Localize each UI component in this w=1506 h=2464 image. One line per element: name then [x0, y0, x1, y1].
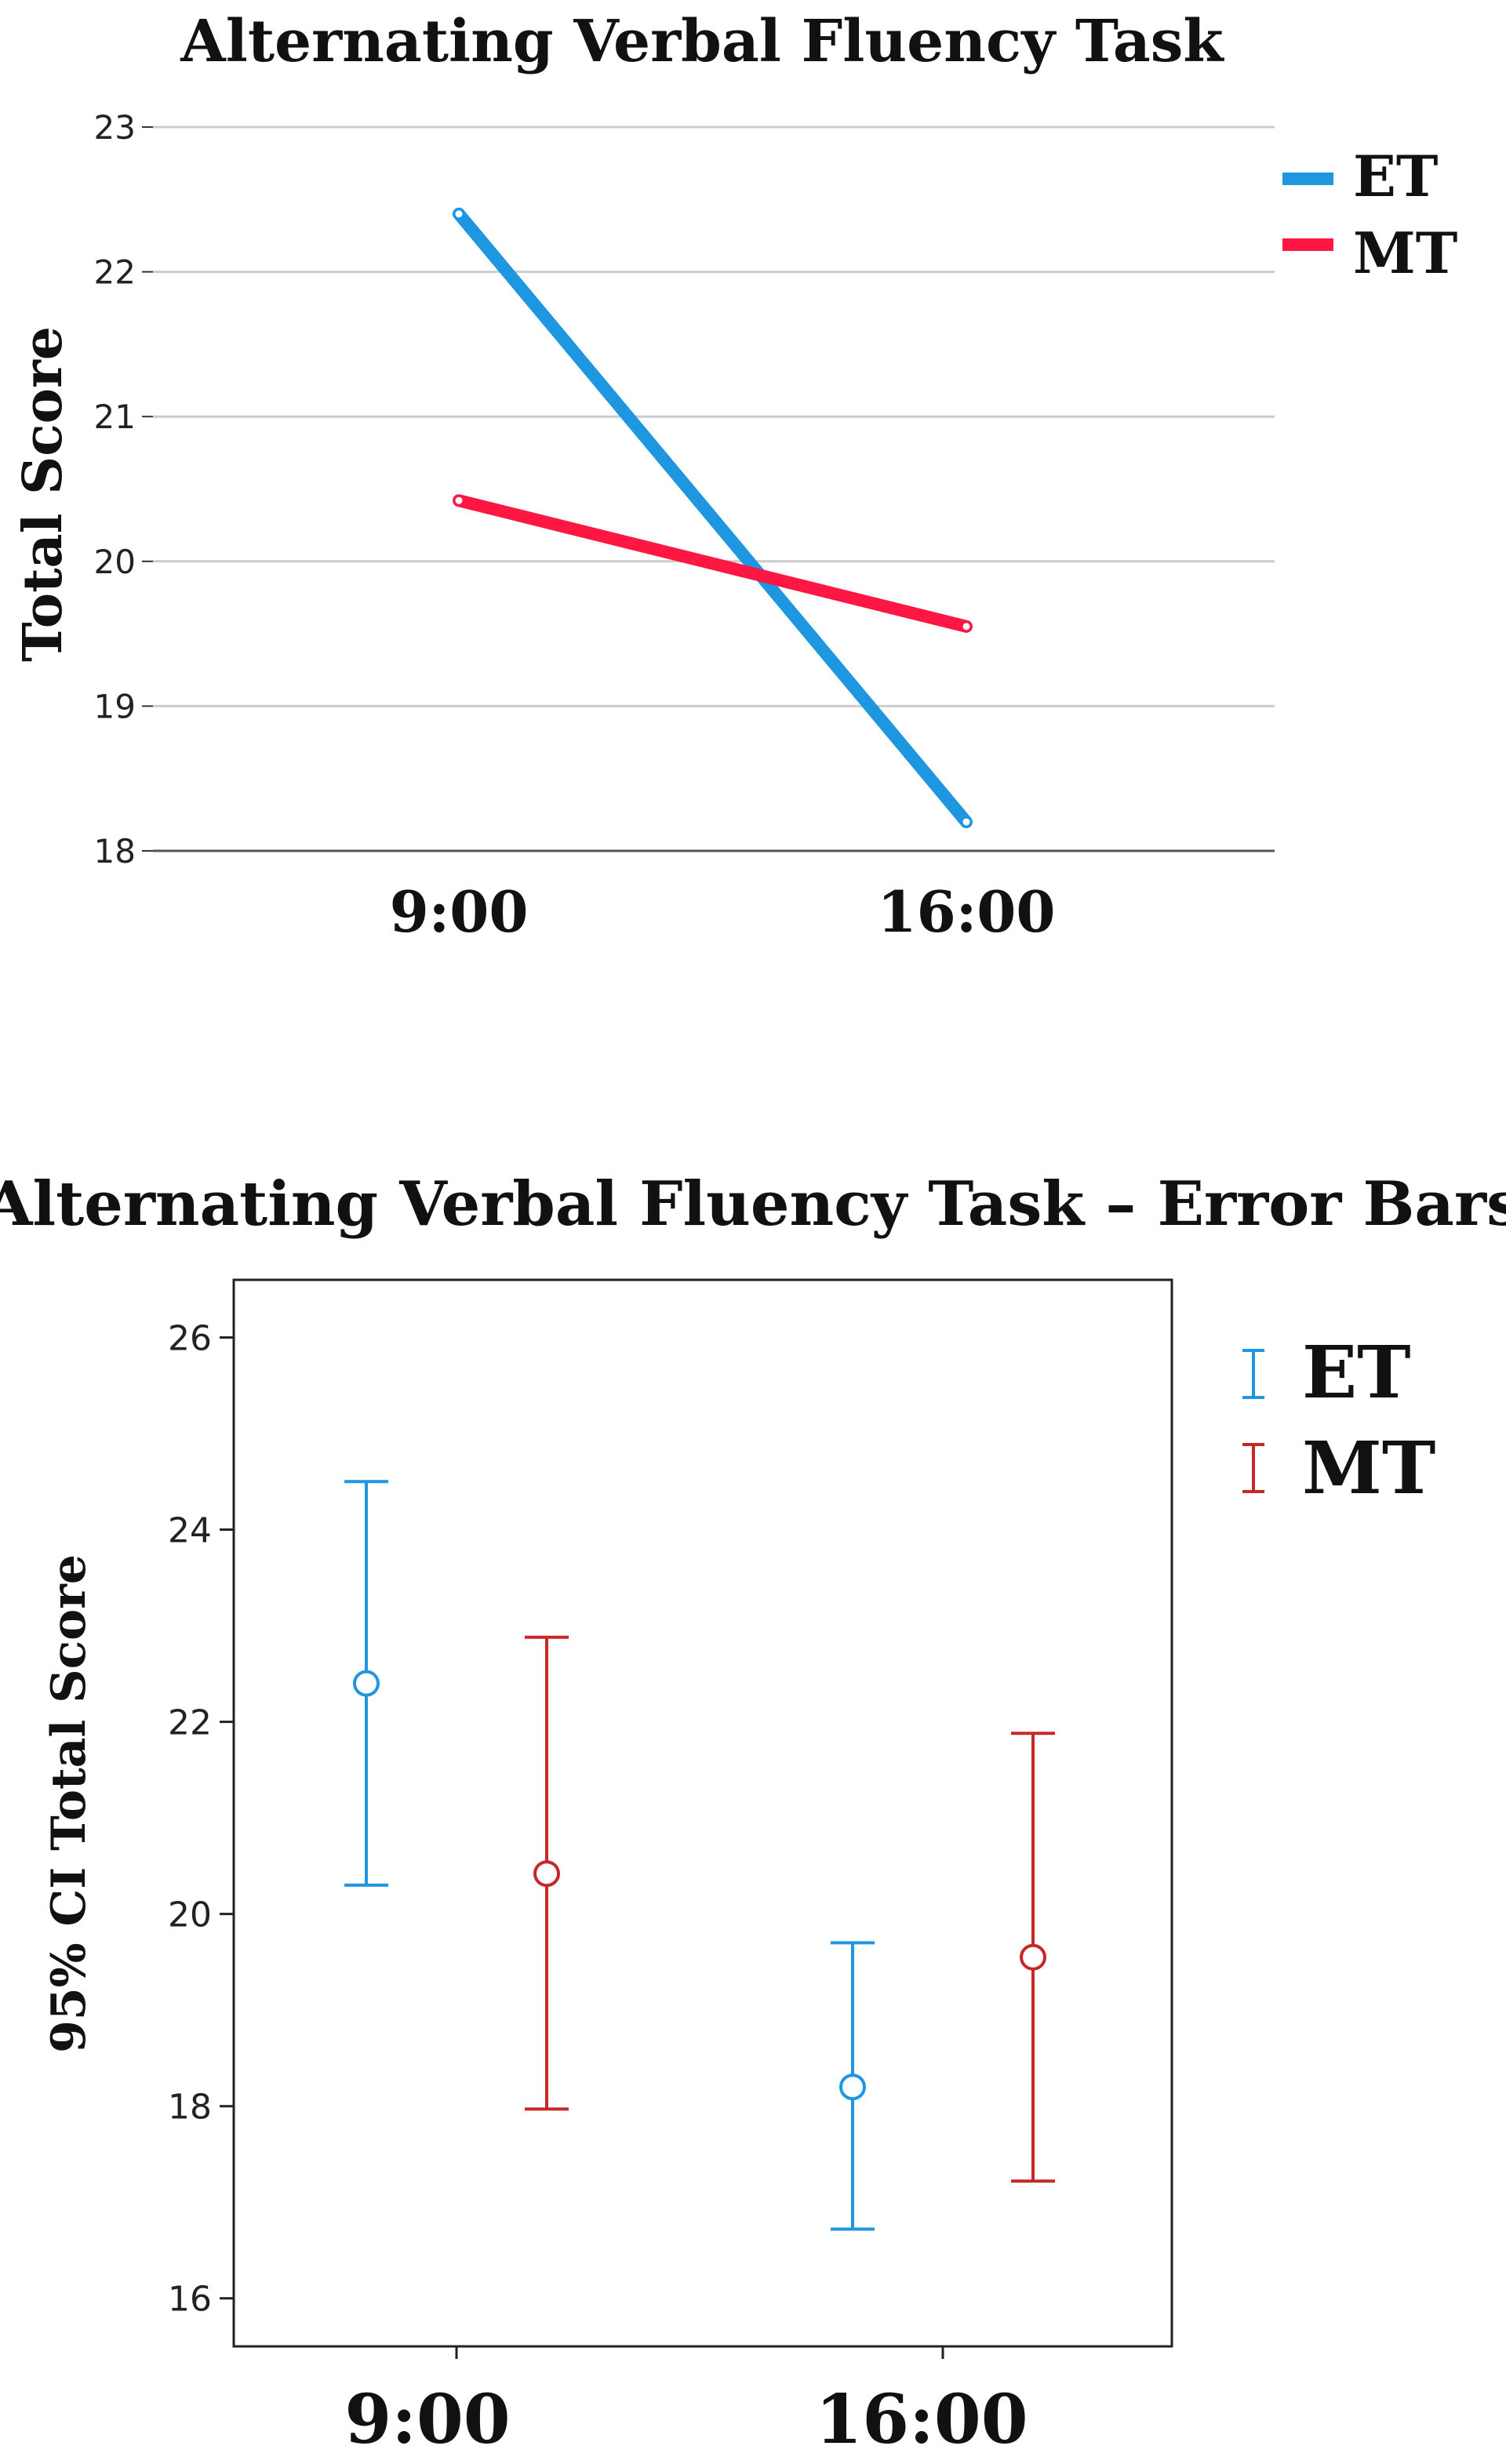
series-line-mt: [453, 494, 973, 633]
mean-marker: [353, 1670, 380, 1697]
line-chart-series: [453, 207, 973, 829]
mean-marker: [839, 2073, 866, 2101]
mean-marker: [533, 1860, 560, 1888]
y-tick-label: 18: [168, 2088, 212, 2128]
line-chart-y-ticks: 18 19 20 21 22 23: [94, 108, 153, 870]
line-chart-y-axis-title: Total Score: [12, 326, 75, 662]
error-bar-chart-legend: ET MT: [1242, 1330, 1435, 1510]
line-chart: Alternating Verbal Fluency Task 18 19 20 21…: [12, 8, 1457, 945]
error-bar-chart-series: [344, 1480, 1055, 2231]
legend-errorbar-swatch-mt: [1242, 1443, 1264, 1493]
y-tick-label: 19: [94, 687, 136, 725]
y-tick-label: 20: [94, 543, 136, 581]
data-point-et-1: [960, 816, 973, 828]
error-bar-chart-title: Alternating Verbal Fluency Task – Error …: [0, 1168, 1506, 1240]
legend-errorbar-swatch-et: [1242, 1349, 1264, 1399]
y-tick-label: 26: [168, 1319, 212, 1359]
error-bar-chart: Alternating Verbal Fluency Task – Error …: [0, 1168, 1506, 2459]
line-chart-title: Alternating Verbal Fluency Task: [180, 8, 1224, 75]
error-bar-chart-y-ticks: 16 18 20 22 24 26: [168, 1319, 234, 2320]
line-chart-legend: ET MT: [1282, 143, 1457, 286]
y-tick-label: 22: [168, 1703, 212, 1743]
y-tick-label: 23: [94, 108, 136, 147]
legend-label-et: ET: [1302, 1330, 1411, 1415]
y-tick-label: 22: [94, 253, 136, 292]
mean-marker: [1020, 1943, 1046, 1971]
error-bar-et-0: [344, 1480, 388, 1887]
error-bar-mt-0: [525, 1635, 569, 2111]
legend-label-mt: MT: [1353, 220, 1457, 286]
line-chart-x-tick-label-0900: 9:00: [390, 878, 529, 945]
y-tick-label: 24: [168, 1511, 212, 1551]
error-bar-chart-frame: [232, 1278, 1173, 2348]
data-point-mt-0: [453, 494, 465, 507]
error-bar-chart-x-tick-label-0900: 9:00: [344, 2380, 510, 2459]
legend-label-et: ET: [1353, 143, 1438, 209]
y-tick-label: 20: [168, 1895, 212, 1935]
error-bar-chart-x-tick-label-1600: 16:00: [815, 2380, 1028, 2459]
line-chart-x-tick-label-1600: 16:00: [878, 878, 1056, 945]
error-bar-mt-1: [1011, 1732, 1055, 2183]
y-tick-label: 16: [168, 2280, 212, 2320]
data-point-et-0: [453, 208, 465, 220]
y-tick-label: 21: [94, 398, 136, 436]
legend-label-mt: MT: [1302, 1426, 1435, 1510]
error-bar-et-1: [831, 1941, 875, 2231]
series-line-et: [453, 207, 973, 829]
y-tick-label: 18: [94, 832, 136, 870]
error-bar-chart-y-axis-title: 95% CI Total Score: [42, 1554, 96, 2053]
line-chart-gridlines: [153, 125, 1275, 852]
data-point-mt-1: [960, 620, 973, 633]
error-bar-chart-x-ticks: [455, 2346, 944, 2359]
